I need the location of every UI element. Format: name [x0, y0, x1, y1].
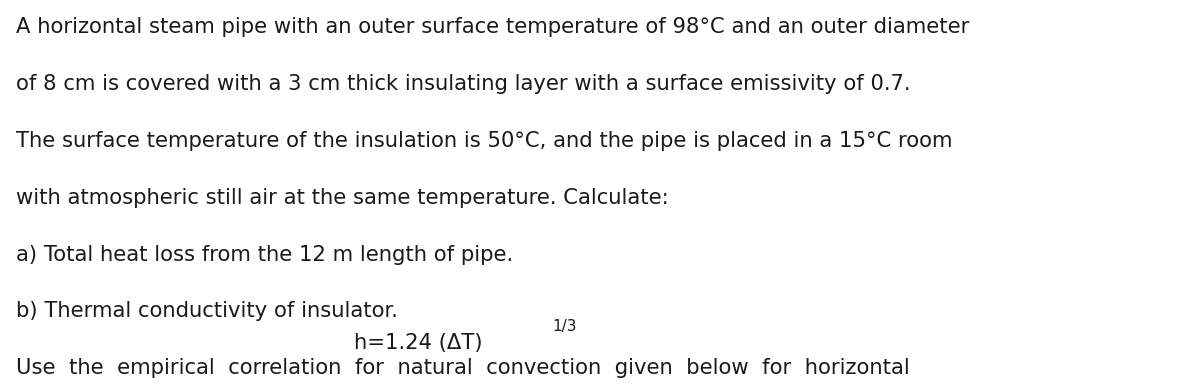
Text: Use  the  empirical  correlation  for  natural  convection  given  below  for  h: Use the empirical correlation for natura… [16, 358, 910, 378]
Text: a) Total heat loss from the 12 m length of pipe.: a) Total heat loss from the 12 m length … [16, 245, 512, 265]
Text: b) Thermal conductivity of insulator.: b) Thermal conductivity of insulator. [16, 301, 397, 321]
Text: of 8 cm is covered with a 3 cm thick insulating layer with a surface emissivity : of 8 cm is covered with a 3 cm thick ins… [16, 74, 910, 94]
Text: A horizontal steam pipe with an outer surface temperature of 98°C and an outer d: A horizontal steam pipe with an outer su… [16, 17, 968, 37]
Text: h=1.24 (ΔT): h=1.24 (ΔT) [354, 333, 482, 353]
Text: The surface temperature of the insulation is 50°C, and the pipe is placed in a 1: The surface temperature of the insulatio… [16, 131, 952, 151]
Text: with atmospheric still air at the same temperature. Calculate:: with atmospheric still air at the same t… [16, 188, 668, 208]
Text: 1/3: 1/3 [552, 319, 576, 334]
